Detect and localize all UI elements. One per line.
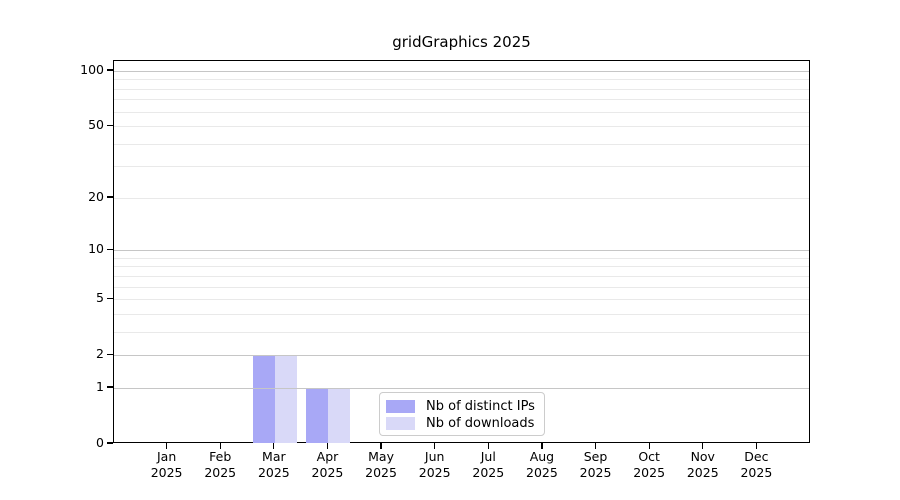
x-tick bbox=[166, 443, 168, 449]
x-tick-year: 2025 bbox=[150, 465, 183, 480]
x-tick-month: Jul bbox=[480, 449, 496, 464]
gridline-major bbox=[114, 71, 809, 72]
y-tick bbox=[107, 442, 113, 444]
x-tick-month: May bbox=[368, 449, 394, 464]
bar-mar-series1 bbox=[274, 355, 297, 443]
x-tick bbox=[648, 443, 650, 449]
x-tick-month: Feb bbox=[209, 449, 232, 464]
chart-title: gridGraphics 2025 bbox=[392, 33, 531, 51]
x-tick bbox=[326, 443, 329, 449]
x-tick bbox=[487, 443, 489, 449]
x-tick-label: Sep 2025 bbox=[568, 449, 624, 481]
gridline-minor bbox=[114, 126, 809, 128]
x-tick-year: 2025 bbox=[418, 465, 451, 480]
gridline-minor bbox=[114, 143, 809, 145]
y-tick-label: 2 bbox=[96, 346, 104, 362]
x-tick-year: 2025 bbox=[365, 465, 397, 480]
legend: Nb of distinct IPs Nb of downloads bbox=[379, 392, 545, 436]
y-tick bbox=[107, 297, 113, 299]
x-tick-label: Jul 2025 bbox=[460, 449, 516, 481]
x-tick-label: Apr 2025 bbox=[299, 449, 355, 481]
y-tick-label: 20 bbox=[88, 188, 104, 204]
x-tick-year: 2025 bbox=[311, 465, 344, 480]
bar-mar-series0 bbox=[252, 355, 275, 443]
x-tick-label: May 2025 bbox=[353, 449, 409, 481]
legend-swatch-distinct-ips bbox=[386, 400, 415, 413]
gridline-minor bbox=[114, 99, 809, 101]
x-tick-year: 2025 bbox=[472, 465, 505, 480]
x-tick-label: Feb 2025 bbox=[192, 449, 248, 481]
gridline-minor bbox=[114, 197, 809, 199]
x-tick bbox=[380, 443, 382, 449]
x-tick-year: 2025 bbox=[686, 465, 719, 480]
x-tick-year: 2025 bbox=[257, 465, 290, 480]
legend-label-distinct-ips: Nb of distinct IPs bbox=[426, 399, 535, 414]
y-tick bbox=[107, 248, 113, 250]
legend-item-downloads: Nb of downloads bbox=[386, 415, 536, 432]
gridline-minor bbox=[114, 257, 809, 259]
gridline-minor bbox=[114, 331, 809, 333]
y-tick-label: 1 bbox=[96, 378, 104, 394]
x-tick-label: Nov 2025 bbox=[675, 449, 731, 481]
y-tick bbox=[107, 196, 113, 198]
y-tick-label: 50 bbox=[88, 117, 104, 133]
gridline-minor bbox=[114, 266, 809, 268]
y-tick bbox=[107, 386, 113, 388]
x-tick bbox=[434, 443, 436, 449]
y-tick-label: 10 bbox=[88, 241, 104, 257]
legend-item-distinct-ips: Nb of distinct IPs bbox=[386, 398, 536, 415]
x-tick-month: Oct bbox=[638, 449, 660, 464]
gridline-minor bbox=[114, 286, 809, 288]
x-tick bbox=[594, 443, 597, 449]
x-tick bbox=[702, 443, 704, 449]
x-tick-month: Jan bbox=[156, 449, 177, 464]
y-tick bbox=[107, 353, 113, 355]
x-tick-month: Mar bbox=[262, 449, 286, 464]
x-tick-month: Jun bbox=[424, 449, 445, 464]
plot-area: Nb of distinct IPs Nb of downloads bbox=[113, 60, 810, 443]
gridline-minor bbox=[114, 111, 809, 113]
x-tick bbox=[219, 443, 221, 449]
gridline-major bbox=[114, 387, 809, 389]
gridline-minor bbox=[114, 299, 809, 301]
x-tick-label: Aug 2025 bbox=[514, 449, 570, 481]
gridline-minor bbox=[114, 275, 809, 277]
gridline-minor bbox=[114, 79, 809, 81]
x-tick bbox=[273, 443, 275, 449]
x-tick-month: Aug bbox=[529, 449, 555, 464]
x-tick-year: 2025 bbox=[633, 465, 666, 480]
y-tick bbox=[107, 124, 113, 126]
gridline-major bbox=[114, 250, 809, 252]
y-tick-label: 100 bbox=[80, 62, 104, 77]
x-tick-label: Mar 2025 bbox=[246, 449, 302, 481]
y-tick bbox=[107, 69, 113, 71]
x-tick-year: 2025 bbox=[740, 465, 773, 480]
y-tick-label: 0 bbox=[96, 435, 104, 450]
bar-apr-series0 bbox=[306, 387, 329, 443]
x-tick-month: Dec bbox=[744, 449, 769, 464]
x-tick-label: Oct 2025 bbox=[621, 449, 677, 481]
gridline-major bbox=[114, 355, 809, 357]
x-tick-year: 2025 bbox=[526, 465, 558, 480]
legend-label-downloads: Nb of downloads bbox=[426, 416, 535, 431]
y-tick-label: 5 bbox=[96, 290, 104, 306]
x-tick-month: Nov bbox=[690, 449, 715, 464]
x-tick-month: Sep bbox=[583, 449, 608, 464]
x-tick-month: Apr bbox=[316, 449, 339, 464]
x-tick bbox=[541, 443, 543, 449]
x-tick-year: 2025 bbox=[204, 465, 237, 480]
bar-apr-series1 bbox=[328, 387, 351, 443]
gridline-minor bbox=[114, 88, 809, 90]
gridline-minor bbox=[114, 166, 809, 168]
gridline-minor bbox=[114, 313, 809, 315]
legend-swatch-downloads bbox=[386, 417, 415, 430]
x-tick-label: Jan 2025 bbox=[139, 449, 195, 481]
x-tick-label: Dec 2025 bbox=[728, 449, 784, 481]
x-tick-label: Jun 2025 bbox=[407, 449, 463, 481]
x-tick bbox=[755, 443, 757, 449]
x-tick-year: 2025 bbox=[579, 465, 612, 480]
